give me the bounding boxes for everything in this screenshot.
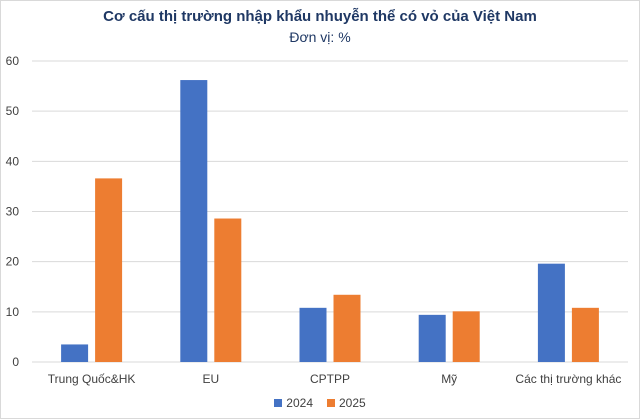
- bar-2025-2: [333, 294, 361, 362]
- y-tick-label: 60: [6, 54, 20, 68]
- y-tick-label: 30: [6, 205, 20, 219]
- x-axis-ticks: Trung Quốc&HK EU CPTPP Mỹ Các thị trường khá…: [48, 372, 622, 386]
- bar-2025-3: [452, 311, 480, 362]
- bars: [61, 80, 599, 363]
- y-tick-label: 50: [6, 104, 20, 118]
- x-tick-label: CPTPP: [310, 372, 350, 386]
- bar-2024-0: [61, 344, 89, 362]
- x-tick-label: EU: [202, 372, 219, 386]
- legend-item-2025: 2025: [327, 396, 366, 410]
- legend-label: 2025: [339, 396, 366, 410]
- bar-2024-1: [180, 80, 208, 363]
- legend-item-2024: 2024: [274, 396, 313, 410]
- x-tick-label: Các thị trường khác: [515, 372, 621, 386]
- bar-2025-1: [214, 218, 242, 362]
- bar-2025-0: [95, 178, 123, 362]
- bar-2024-4: [537, 263, 565, 362]
- bar-2024-3: [418, 314, 446, 362]
- y-tick-label: 20: [6, 255, 20, 269]
- gridlines: [32, 60, 628, 363]
- chart-legend: 2024 2025: [0, 396, 640, 410]
- y-tick-label: 10: [6, 305, 20, 319]
- y-axis-ticks: 0 10 20 30 40 50 60: [6, 54, 20, 369]
- y-tick-label: 0: [12, 355, 19, 369]
- bar-2025-4: [571, 307, 599, 362]
- x-tick-label: Trung Quốc&HK: [48, 372, 136, 386]
- x-tick-label: Mỹ: [441, 372, 457, 386]
- legend-label: 2024: [286, 396, 313, 410]
- chart-title: Cơ cấu thị trường nhập khẩu nhuyễn thể c…: [103, 8, 537, 25]
- legend-swatch: [327, 399, 335, 407]
- y-tick-label: 40: [6, 154, 20, 168]
- legend-swatch: [274, 399, 283, 407]
- chart-subtitle: Đơn vị: %: [289, 29, 351, 45]
- bar-2024-2: [299, 307, 327, 362]
